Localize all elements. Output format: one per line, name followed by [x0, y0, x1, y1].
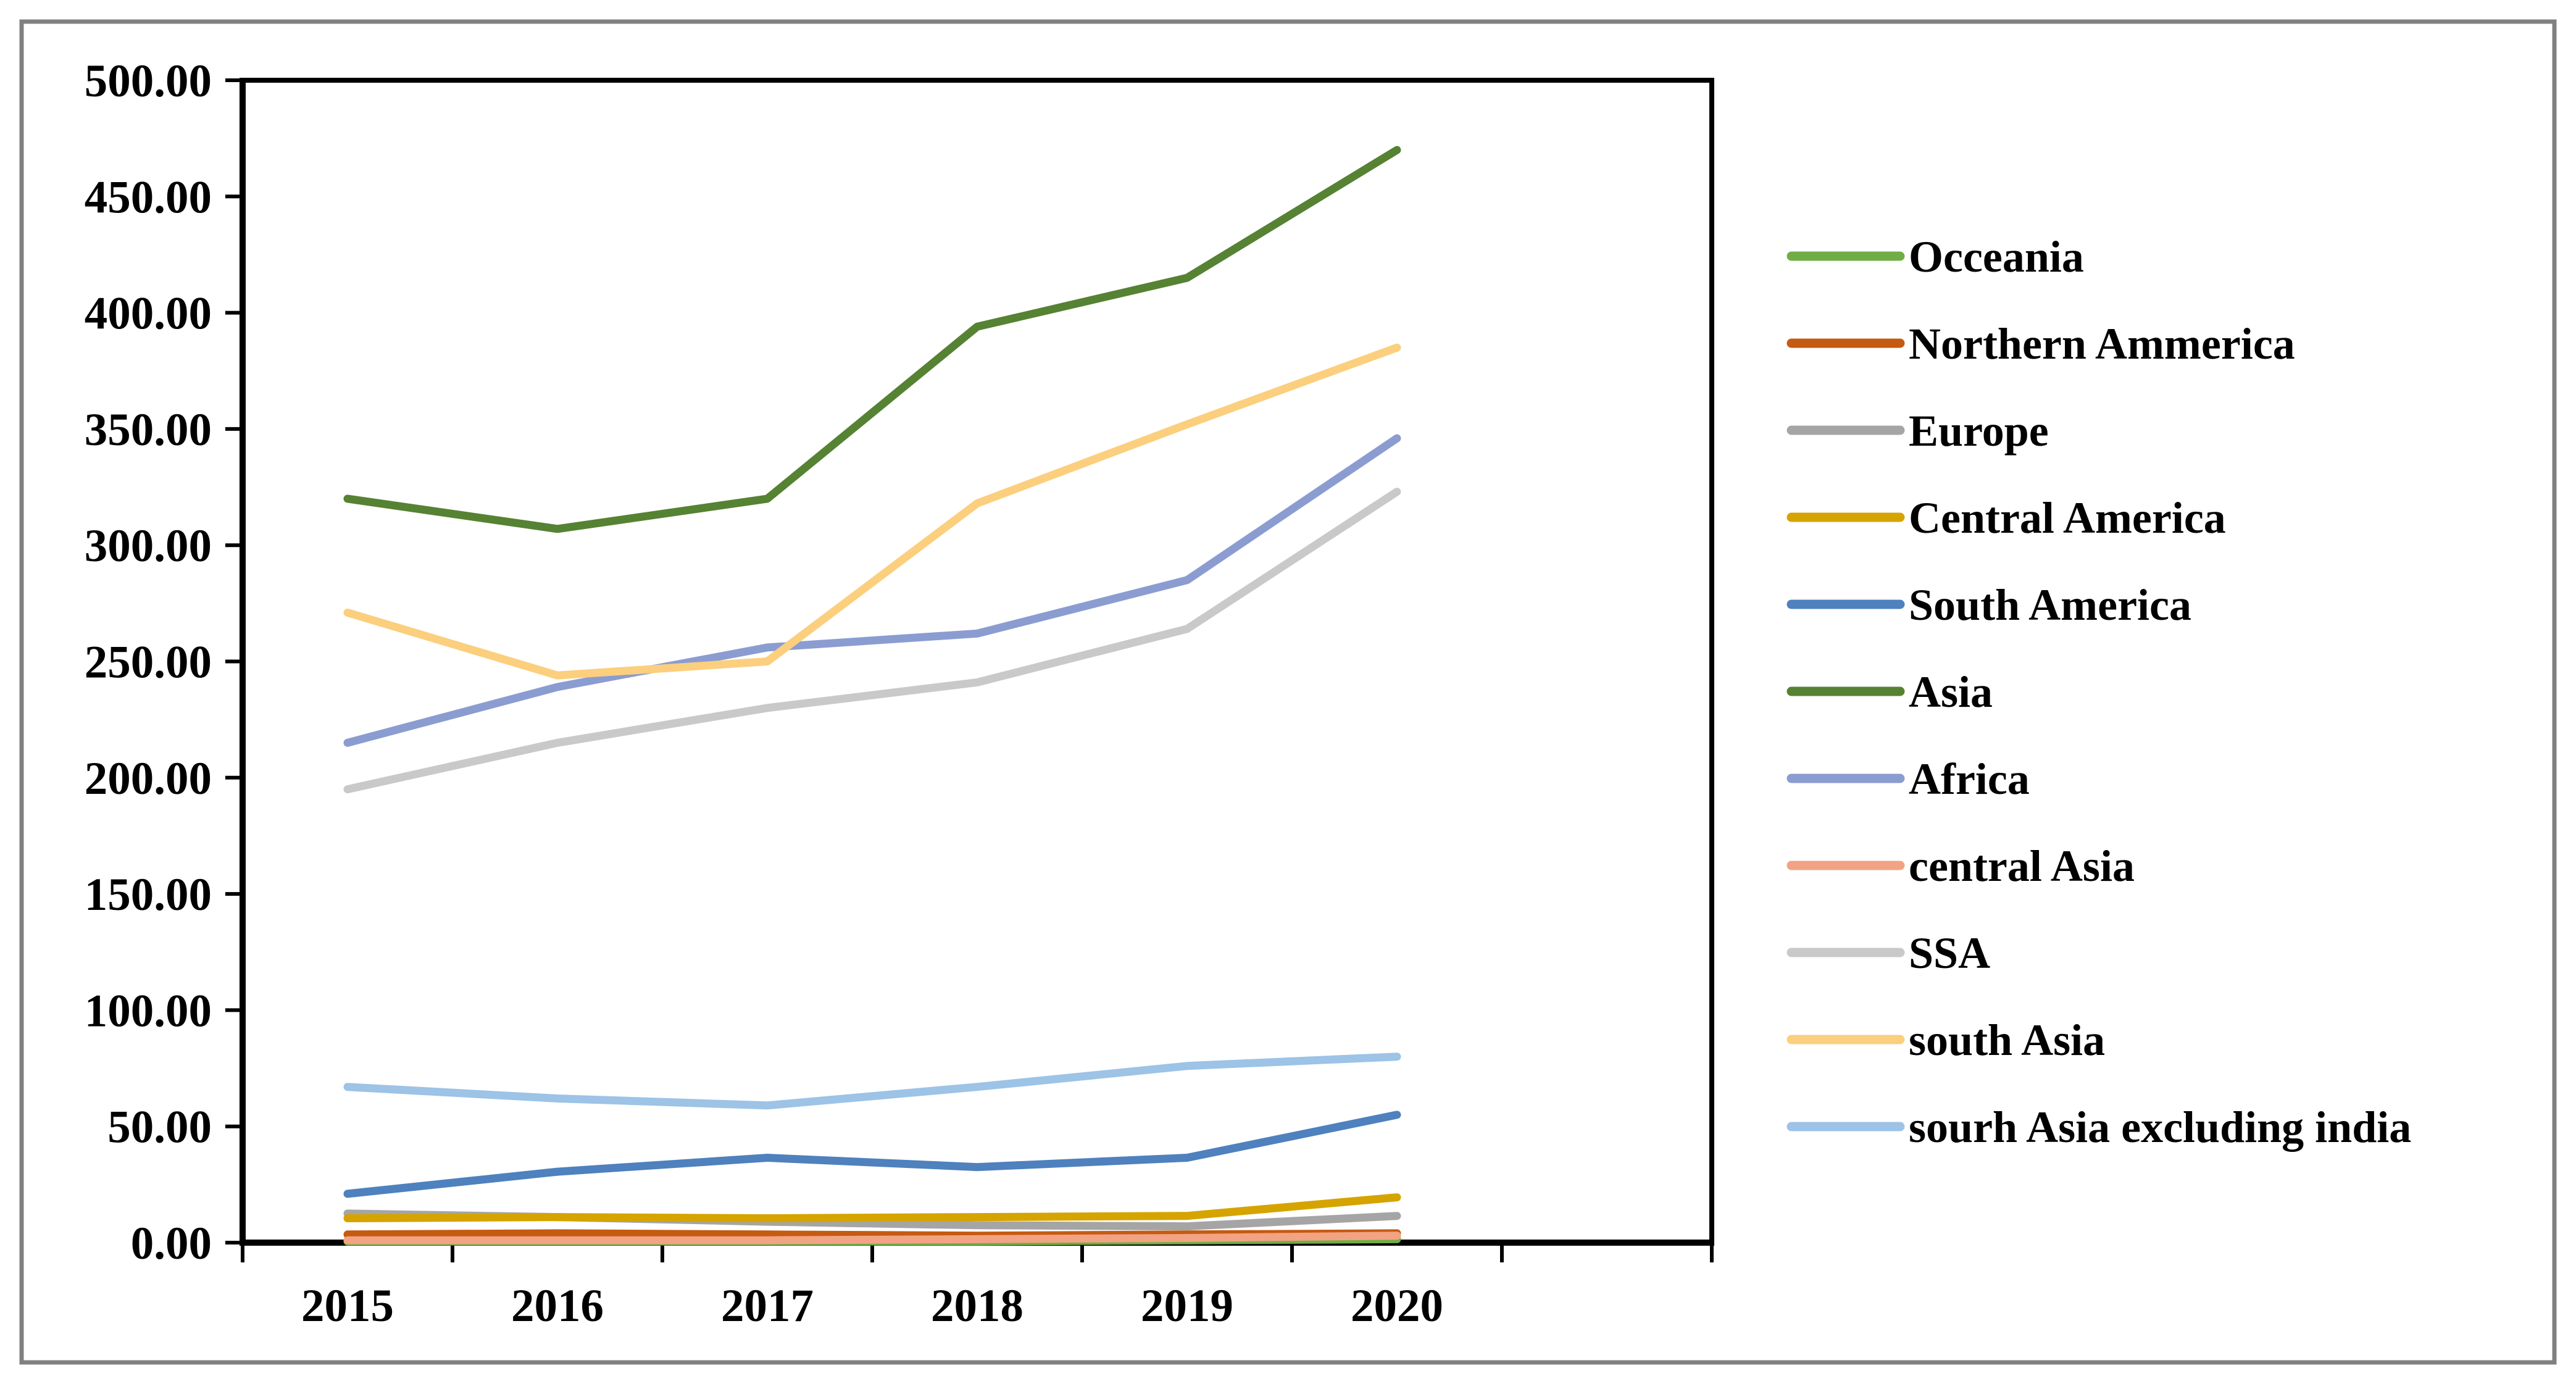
- x-tick-label: 2016: [511, 1280, 604, 1332]
- series-line-sourh-asia-excluding-india: [343, 1053, 1401, 1110]
- legend-item-africa: Africa: [1786, 754, 2030, 804]
- y-tick-label: 350.00: [85, 404, 212, 456]
- x-tick-label: 2017: [721, 1280, 814, 1332]
- series-line-africa: [343, 434, 1401, 747]
- y-tick-label: 300.00: [85, 520, 212, 572]
- series-lines: [343, 146, 1401, 1246]
- legend-item-central-america: Central America: [1786, 493, 2226, 543]
- legend-label-occeania: Occeania: [1909, 232, 2084, 281]
- legend-label-northern-ammerica: Northern Ammerica: [1909, 319, 2295, 369]
- y-tick-label: 450.00: [85, 172, 212, 223]
- series-line-asia: [343, 146, 1401, 533]
- legend-label-europe: Europe: [1909, 406, 2049, 456]
- y-tick-label: 200.00: [85, 753, 212, 804]
- legend-item-northern-ammerica: Northern Ammerica: [1786, 319, 2295, 369]
- x-tick-label: 2018: [931, 1280, 1023, 1332]
- y-tick-label: 500.00: [85, 56, 212, 107]
- series-line-south-america: [343, 1111, 1401, 1198]
- legend-item-sourh-asia-excluding-india: sourh Asia excluding india: [1786, 1103, 2411, 1152]
- y-tick-label: 100.00: [85, 985, 212, 1036]
- legend-label-asia: Asia: [1909, 667, 1993, 717]
- legend-item-ssa: SSA: [1786, 928, 1990, 978]
- series-line-south-asia: [343, 343, 1401, 680]
- legend-label-south-asia: south Asia: [1909, 1015, 2105, 1065]
- x-axis-ticks: 2015 2016 2017 2018 2019 2020: [241, 1243, 1714, 1332]
- figure-border: [19, 19, 2557, 1365]
- series-line-central-america: [343, 1193, 1401, 1222]
- x-tick-label: 2015: [301, 1280, 394, 1332]
- legend-label-sourh-asia-excluding-india: sourh Asia excluding india: [1909, 1103, 2411, 1152]
- x-tick-label: 2020: [1351, 1280, 1443, 1332]
- legend-item-asia: Asia: [1786, 667, 1993, 717]
- series-line-central-asia: [343, 1232, 1401, 1244]
- legend-label-africa: Africa: [1909, 754, 2030, 804]
- legend-label-central-asia: central Asia: [1909, 841, 2135, 891]
- y-tick-label: 250.00: [85, 637, 212, 688]
- legend-label-ssa: SSA: [1909, 928, 1990, 978]
- series-line-ssa: [343, 488, 1401, 794]
- legend-item-south-asia: south Asia: [1786, 1015, 2105, 1065]
- y-tick-label: 0.00: [131, 1218, 212, 1269]
- y-axis-ticks: 0.00 50.00 100.00 150.00 200.00 250.00 300.00 3…: [85, 56, 243, 1269]
- legend-item-central-asia: central Asia: [1786, 841, 2135, 891]
- legend-item-occeania: Occeania: [1786, 232, 2084, 281]
- legend-label-central-america: Central America: [1909, 493, 2226, 543]
- y-tick-label: 50.00: [107, 1102, 212, 1153]
- x-tick-label: 2019: [1141, 1280, 1233, 1332]
- legend-item-europe: Europe: [1786, 406, 2049, 456]
- y-tick-label: 150.00: [85, 869, 212, 920]
- legend: Occeania Northern Ammerica Europe Central A…: [1786, 232, 2411, 1152]
- y-tick-label: 400.00: [85, 288, 212, 340]
- legend-label-south-america: South America: [1909, 580, 2191, 630]
- legend-item-south-america: South America: [1786, 580, 2191, 630]
